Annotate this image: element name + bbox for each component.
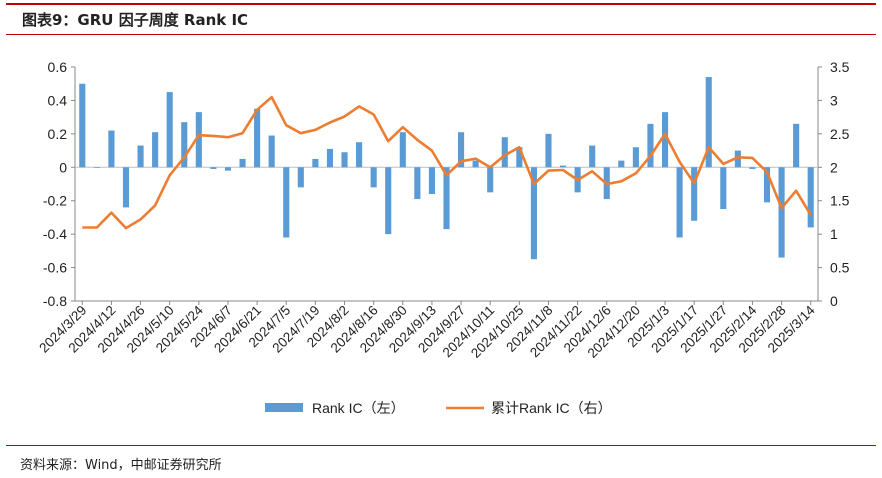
rank-ic-bar	[661, 112, 669, 168]
rank-ic-bar	[239, 158, 246, 168]
title-rule	[6, 34, 876, 35]
legend-swatch-bar	[265, 403, 303, 412]
right-tick-label: 1	[830, 226, 838, 242]
rank-ic-bar	[414, 167, 421, 200]
rank-ic-bar	[428, 167, 435, 195]
rank-ic-bar	[516, 147, 523, 168]
rank-ic-bar	[152, 132, 159, 168]
right-tick-label: 2	[830, 159, 838, 175]
rank-ic-bar	[341, 152, 348, 168]
rank-ic-bar	[108, 130, 115, 168]
right-tick-label: 0	[830, 293, 838, 309]
rank-ic-bar	[734, 150, 741, 168]
left-tick-label: 0	[59, 159, 67, 175]
rank-ic-bar	[676, 167, 683, 238]
rank-ic-bar	[589, 145, 596, 168]
rank-ic-bar	[283, 167, 290, 238]
rank-ic-bar	[501, 137, 508, 168]
rank-ic-bar	[356, 142, 363, 168]
left-tick-label: 0.4	[48, 92, 68, 108]
rank-ic-bar	[559, 165, 567, 168]
left-tick-label: 0.6	[48, 59, 68, 75]
rank-ic-bar	[370, 167, 377, 188]
bottom-rule	[6, 445, 876, 446]
rank-ic-bar	[254, 108, 261, 168]
legend-label-bar: Rank IC（左）	[312, 400, 405, 416]
cumulative-rank-ic-line	[82, 95, 812, 230]
rank-ic-bar	[443, 167, 450, 230]
rank-ic-bar	[93, 167, 100, 168]
rank-ic-bar	[195, 112, 202, 168]
left-tick-label: -0.8	[43, 293, 67, 309]
rank-ic-bar	[618, 160, 625, 168]
right-tick-label: 3.5	[830, 59, 850, 75]
legend-label-line: 累计Rank IC（右）	[491, 400, 612, 416]
rank-ic-bar	[487, 167, 494, 193]
rank-ic-bar	[385, 167, 392, 235]
rank-ic-bar	[399, 132, 406, 168]
right-tick-label: 1.5	[830, 193, 850, 209]
rank-ic-bar	[181, 122, 188, 168]
rank-ic-bar	[79, 83, 86, 168]
rank-ic-bar	[749, 167, 756, 169]
rank-ic-bar	[632, 147, 639, 168]
rank-ic-bar	[312, 158, 319, 168]
left-tick-label: -0.6	[43, 260, 67, 276]
rank-ic-bar	[122, 167, 130, 208]
rank-ic-bar	[778, 167, 785, 258]
rank-ic-bar	[210, 167, 217, 169]
source-note: 资料来源：Wind，中邮证券研究所	[20, 458, 222, 473]
rank-ic-bar	[807, 167, 814, 228]
rank-ic-bar	[458, 132, 465, 168]
left-tick-label: -0.2	[43, 193, 67, 209]
left-tick-label: -0.4	[43, 226, 67, 242]
right-tick-label: 2.5	[830, 126, 850, 142]
chart-title: 图表9：GRU 因子周度 Rank IC	[22, 11, 249, 29]
rank-ic-bar	[545, 133, 552, 168]
rank-ic-bar	[691, 167, 698, 221]
rank-ic-bar	[647, 123, 654, 168]
rank-ic-bar	[763, 167, 771, 203]
rank-ic-bar	[297, 167, 304, 188]
left-tick-label: 0.2	[48, 126, 68, 142]
rank-ic-bar	[268, 135, 275, 168]
rank-ic-bar	[224, 167, 232, 171]
rank-ic-bar	[705, 77, 712, 168]
rank-ic-bar	[326, 148, 334, 168]
rank-ic-bar	[720, 167, 727, 210]
right-tick-label: 3	[830, 92, 838, 108]
rank-ic-bar	[166, 92, 173, 168]
rank-ic-bar	[137, 145, 144, 168]
right-tick-label: 0.5	[830, 260, 850, 276]
rank-ic-bar	[530, 167, 537, 260]
rank-ic-bar	[793, 123, 800, 168]
top-rule	[6, 3, 876, 5]
rank-ic-bar	[472, 160, 479, 168]
